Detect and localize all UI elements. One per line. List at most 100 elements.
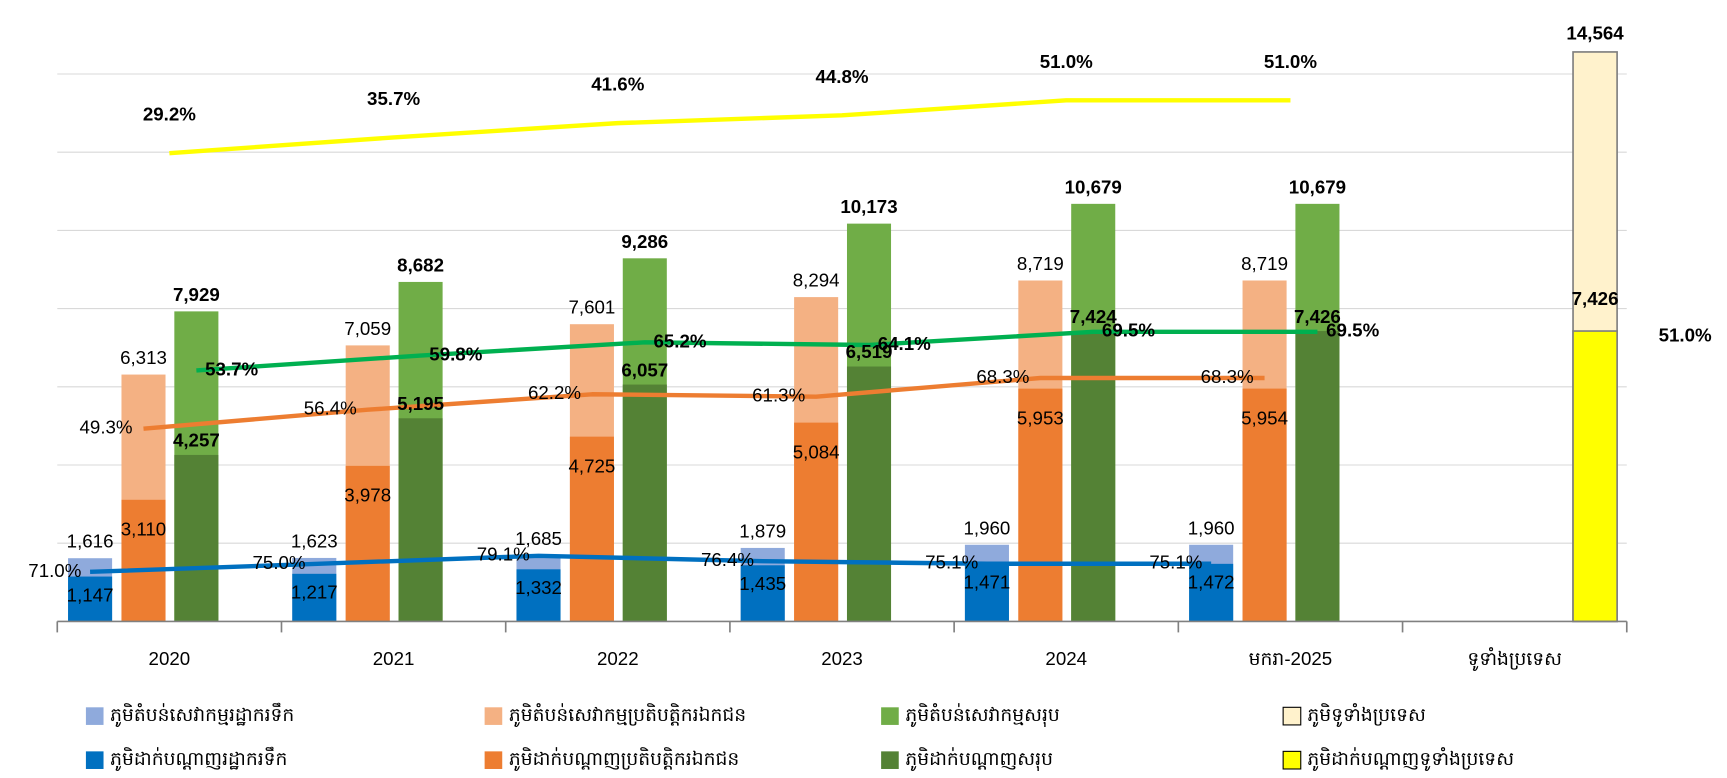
bar-value-label: 8,294 xyxy=(793,270,840,291)
bar-value-label: 1,435 xyxy=(739,573,786,594)
bar xyxy=(1018,388,1063,622)
legend-label: ភូមិតំបន់សេវាកម្មរដ្ឋាករទឹក xyxy=(110,702,294,727)
legend-swatch xyxy=(1282,750,1302,770)
bar-value-label: 7,929 xyxy=(173,284,220,305)
bar xyxy=(1572,330,1618,623)
legend-swatch xyxy=(85,751,104,769)
line-value-label: 69.5% xyxy=(1326,320,1379,341)
line-series xyxy=(196,329,1318,373)
bar xyxy=(68,576,113,622)
bar xyxy=(846,366,892,622)
bar-value-label: 8,719 xyxy=(1017,253,1064,274)
bar-value-label: 1,685 xyxy=(515,528,562,549)
legend-swatch xyxy=(881,707,899,725)
bar-value-label: 7,601 xyxy=(569,297,616,318)
bar-value-label: 10,173 xyxy=(840,196,897,217)
line-value-label: 71.0% xyxy=(28,560,81,581)
bar-value-label: 7,426 xyxy=(1294,306,1341,327)
bar xyxy=(121,499,166,622)
bar xyxy=(1071,331,1116,622)
bar-value-label: 1,960 xyxy=(1188,517,1235,538)
bar-value-label: 5,953 xyxy=(1017,407,1064,428)
bar-value-label: 1,879 xyxy=(739,520,786,541)
bar-value-label: 1,623 xyxy=(291,530,338,551)
line-value-label: 56.4% xyxy=(304,398,357,419)
legend-swatch xyxy=(1282,706,1302,726)
legend-swatch xyxy=(484,751,503,769)
bar xyxy=(964,563,1009,622)
share-annotation: 51.0% xyxy=(1659,324,1712,345)
legend-swatch xyxy=(881,751,899,769)
bar xyxy=(345,465,390,622)
bar xyxy=(622,384,667,622)
bar-value-label: 6,057 xyxy=(621,359,668,380)
bar-value-label: 3,978 xyxy=(344,485,391,506)
bar-value-label: 10,679 xyxy=(1065,176,1122,197)
x-tick-label: 2021 xyxy=(373,648,415,669)
bar-value-label: 8,682 xyxy=(397,254,444,275)
line-value-label: 76.4% xyxy=(701,549,754,570)
bar xyxy=(794,422,839,622)
bar-value-label: 5,195 xyxy=(397,393,444,414)
line-value-label: 41.6% xyxy=(591,74,644,95)
legend-label: ភូមិតំបន់សេវាកម្មសរុប xyxy=(905,703,1059,727)
line-value-label: 68.3% xyxy=(1201,366,1254,387)
line-value-label: 64.1% xyxy=(878,333,931,354)
x-tick-label: 2020 xyxy=(149,648,191,669)
bar-value-label: 14,564 xyxy=(1566,22,1624,43)
bar-value-label: 6,519 xyxy=(846,341,893,362)
lines xyxy=(90,98,1318,575)
line-series xyxy=(143,375,1265,431)
legend-label: ភូមិដាក់បណ្ដាញសរុប xyxy=(905,747,1053,771)
bar-value-label: 1,472 xyxy=(1188,572,1235,593)
bar-value-label: 4,257 xyxy=(173,430,220,451)
line-series xyxy=(169,98,1291,156)
axis: 2020 2021 2022 2023 2024 មករា-2025 ទូទាំងប្រទេ… xyxy=(56,620,1628,671)
line-value-label: 61.3% xyxy=(752,385,805,406)
x-tick-label: 2023 xyxy=(821,648,863,669)
bar xyxy=(516,569,561,622)
line-value-label: 68.3% xyxy=(976,366,1029,387)
bar-value-label: 1,217 xyxy=(291,582,338,603)
line-value-label: 35.7% xyxy=(367,88,420,109)
line-value-label: 51.0% xyxy=(1264,51,1317,72)
legend-label: ភូមិទូទាំងប្រទេស xyxy=(1307,703,1425,727)
bar-value-label: 3,110 xyxy=(121,519,166,540)
line-value-label: 49.3% xyxy=(80,417,133,438)
bar-value-label: 1,332 xyxy=(515,577,562,598)
legend-label: ភូមិដាក់បណ្ដាញរដ្ឋាករទឹក xyxy=(110,746,287,771)
x-tick-label: 2024 xyxy=(1045,648,1087,669)
bar-value-label: 1,960 xyxy=(964,517,1011,538)
bar-value-label: 7,424 xyxy=(1070,306,1117,327)
line-value-label: 59.8% xyxy=(429,343,482,364)
bar-value-label: 1,471 xyxy=(964,572,1011,593)
line-value-label: 53.7% xyxy=(205,358,258,379)
line-value-label: 69.5% xyxy=(1102,320,1155,341)
legend-label: ភូមិតំបន់សេវាកម្មប្រតិបត្តិករឯកជន xyxy=(509,703,746,727)
legend-swatch xyxy=(484,707,503,725)
bar xyxy=(740,565,785,622)
line-value-label: 51.0% xyxy=(1040,51,1093,72)
legend-swatch xyxy=(85,707,104,725)
bar xyxy=(1189,563,1234,622)
bar-value-label: 1,616 xyxy=(67,531,114,552)
legend-label: ភូមិដាក់បណ្ដាញប្រតិបត្តិករឯកជន xyxy=(509,747,739,771)
bar-value-label: 5,954 xyxy=(1241,407,1288,428)
bar xyxy=(292,573,337,622)
line-value-label: 44.8% xyxy=(815,66,868,87)
bar xyxy=(569,436,614,622)
line-value-label: 29.2% xyxy=(143,104,196,125)
x-tick-label: ទូទាំងប្រទេស xyxy=(1467,647,1562,671)
bar-value-label: 9,286 xyxy=(621,231,668,252)
bar-value-label: 10,679 xyxy=(1289,176,1346,197)
bar-value-label: 6,313 xyxy=(120,347,167,368)
bar-value-label: 5,084 xyxy=(793,441,840,462)
line-value-label: 62.2% xyxy=(528,382,581,403)
line-value-label: 65.2% xyxy=(653,330,706,351)
line-value-label: 79.1% xyxy=(477,544,530,565)
bar-value-label: 4,725 xyxy=(569,455,616,476)
bar xyxy=(398,418,443,622)
x-tick-label: មករា-2025 xyxy=(1249,648,1333,669)
